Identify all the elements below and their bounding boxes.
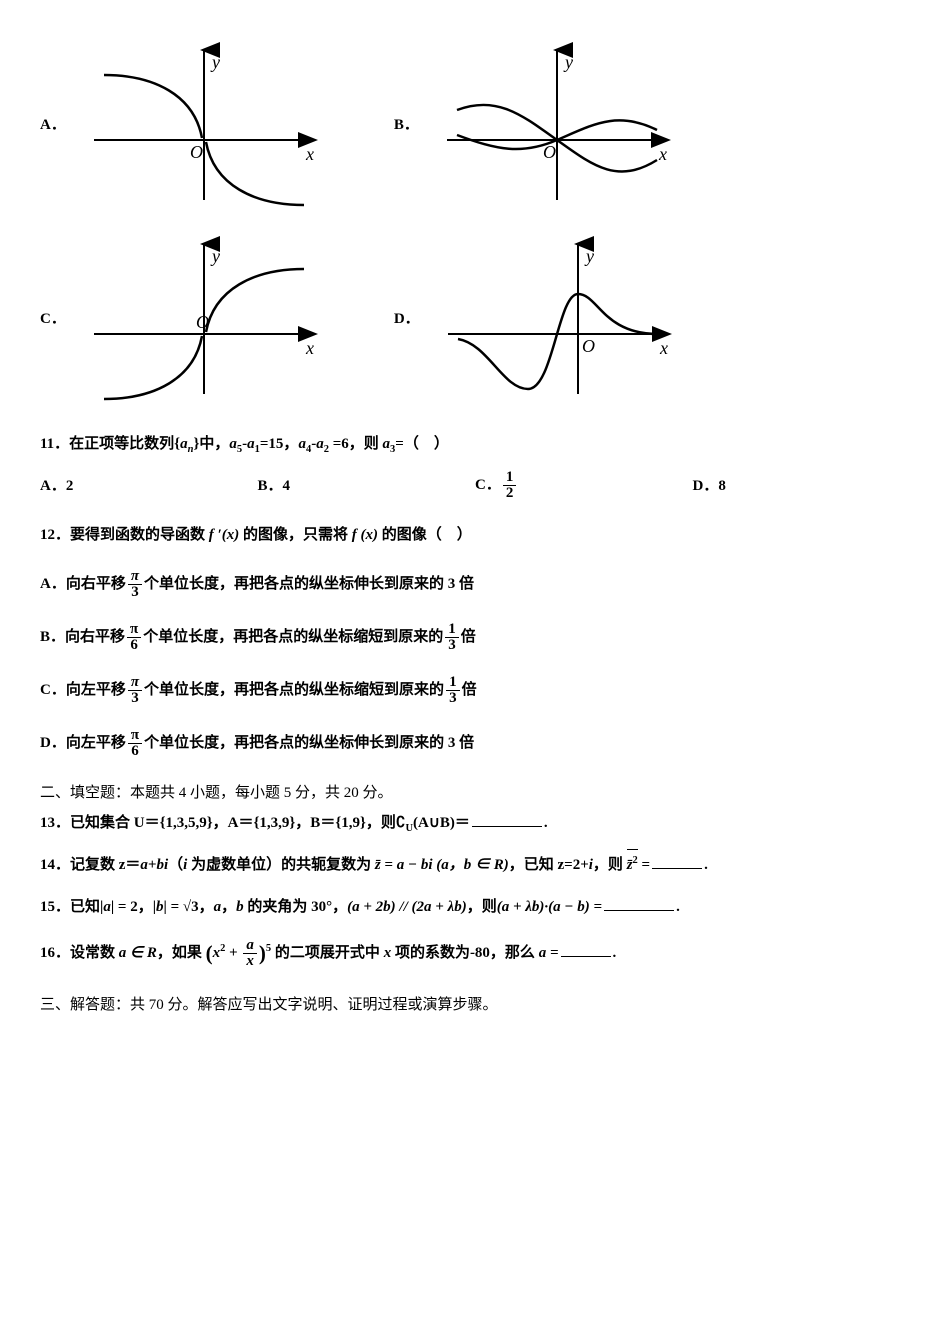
q16-blank xyxy=(561,941,611,957)
q10-graph-D: y x O xyxy=(428,234,688,404)
svg-text:x: x xyxy=(305,144,314,164)
q11-text: 11．在正项等比数列{an}中，a5-a1=15，a4-a2 =6，则 a3=（… xyxy=(40,432,910,456)
q15-blank xyxy=(604,895,674,911)
svg-text:y: y xyxy=(563,52,573,72)
q12-opt-B: B．向右平移π6个单位长度，再把各点的纵坐标缩短到原来的13倍 xyxy=(40,622,910,653)
q16: 16．设常数 a ∈ R，如果 (x2 + ax)5 的二项展开式中 x 项的系… xyxy=(40,937,910,971)
q10-graph-C: y x O xyxy=(74,234,334,404)
q11-opt-D: D．8 xyxy=(693,474,726,498)
q12-opt-A: A．向右平移π3个单位长度，再把各点的纵坐标伸长到原来的 3 倍 xyxy=(40,569,910,600)
q14-blank xyxy=(652,853,702,869)
q10-options-row2: C． y x O D． y x O xyxy=(40,234,910,404)
q12-opt-D: D．向左平移π6个单位长度，再把各点的纵坐标伸长到原来的 3 倍 xyxy=(40,728,910,759)
svg-text:y: y xyxy=(584,246,594,266)
svg-text:O: O xyxy=(582,336,595,356)
svg-text:y: y xyxy=(210,246,220,266)
q12-text: 12．要得到函数的导函数 f ′(x) 的图像，只需将 f (x) 的图像（ ） xyxy=(40,523,910,547)
q12-opt-C: C．向左平移π3个单位长度，再把各点的纵坐标缩短到原来的13倍 xyxy=(40,675,910,706)
q10-opt-B-label: B． xyxy=(394,113,419,137)
q11-options: A．2 B．4 C．12 D．8 xyxy=(40,470,910,501)
q13: 13．已知集合 U＝{1,3,5,9}，A＝{1,3,9}，B＝{1,9}，则∁… xyxy=(40,811,910,835)
q11-opt-B: B．4 xyxy=(258,474,291,498)
q10-opt-D-label: D． xyxy=(394,307,420,331)
q14: 14．记复数 z＝a+bi（i 为虚数单位）的共轭复数为 z̄ = a − bi… xyxy=(40,853,910,877)
q11-opt-C: C．12 xyxy=(475,470,518,501)
q10-graph-B: y x O xyxy=(427,40,687,210)
svg-text:O: O xyxy=(190,142,203,162)
svg-text:x: x xyxy=(305,338,314,358)
q11-opt-A: A．2 xyxy=(40,474,73,498)
section3-header: 三、解答题：共 70 分。解答应写出文字说明、证明过程或演算步骤。 xyxy=(40,993,910,1017)
q13-blank xyxy=(472,811,542,827)
svg-text:x: x xyxy=(659,338,668,358)
q15: 15．已知|a| = 2，|b| = √3，a，b 的夹角为 30°，(a + … xyxy=(40,895,910,919)
q10-opt-A-label: A． xyxy=(40,113,66,137)
svg-text:y: y xyxy=(210,52,220,72)
q10-opt-C-label: C． xyxy=(40,307,66,331)
q10-graph-A: y x O xyxy=(74,40,334,210)
svg-text:x: x xyxy=(658,144,667,164)
q10-options-row1: A． y x O B． y x O xyxy=(40,40,910,210)
section2-header: 二、填空题：本题共 4 小题，每小题 5 分，共 20 分。 xyxy=(40,781,910,805)
q11-pre: 11．在正项等比数列{ xyxy=(40,436,180,452)
